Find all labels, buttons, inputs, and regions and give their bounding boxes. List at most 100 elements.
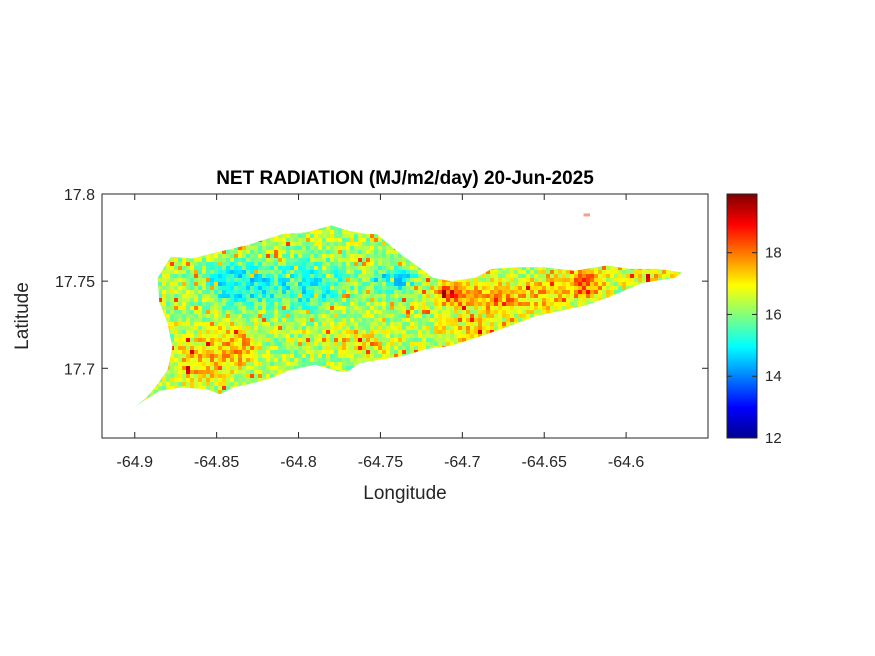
map-cell	[502, 318, 507, 323]
map-cell	[654, 278, 659, 283]
map-cell	[478, 306, 483, 311]
map-cell	[298, 342, 303, 347]
map-cell	[190, 266, 195, 271]
map-cell	[590, 270, 595, 275]
map-cell	[542, 298, 547, 303]
map-cell	[466, 334, 471, 339]
map-cell	[326, 334, 331, 339]
map-cell	[198, 322, 203, 327]
map-cell	[250, 326, 255, 331]
map-cell	[290, 258, 295, 263]
map-cell	[202, 254, 207, 259]
map-cell	[254, 266, 259, 271]
map-cell	[538, 310, 543, 315]
map-cell	[538, 274, 543, 279]
map-cell	[454, 298, 459, 303]
map-cell	[242, 270, 247, 275]
map-cell	[222, 270, 227, 275]
map-cell	[594, 274, 599, 279]
map-cell	[382, 302, 387, 307]
map-cell	[414, 346, 419, 351]
map-cell	[334, 246, 339, 251]
map-cell	[258, 270, 263, 275]
map-cell	[186, 302, 191, 307]
map-cell	[286, 294, 291, 299]
map-cell	[386, 350, 391, 355]
map-cell	[362, 334, 367, 339]
map-cell	[422, 342, 427, 347]
map-cell	[346, 298, 351, 303]
map-cell	[274, 314, 279, 319]
map-cell	[338, 342, 343, 347]
map-cell	[510, 266, 515, 271]
map-cell	[258, 302, 263, 307]
map-cell	[578, 294, 583, 299]
map-cell	[346, 266, 351, 271]
map-cell	[346, 242, 351, 247]
map-cell	[298, 330, 303, 335]
map-cell	[530, 286, 535, 291]
map-cell	[422, 302, 427, 307]
map-cell	[202, 270, 207, 275]
map-cell	[582, 278, 587, 283]
map-cell	[374, 270, 379, 275]
map-cell	[378, 310, 383, 315]
map-cell	[430, 298, 435, 303]
map-cell	[226, 302, 231, 307]
map-cell	[278, 294, 283, 299]
map-cell	[378, 306, 383, 311]
map-cell	[514, 286, 519, 291]
map-cell	[162, 302, 167, 307]
map-cell	[430, 310, 435, 315]
map-cell	[274, 286, 279, 291]
map-cell	[426, 326, 431, 331]
map-cell	[170, 258, 175, 263]
map-cell	[270, 238, 275, 243]
map-cell	[514, 274, 519, 279]
map-cell	[418, 306, 423, 311]
map-cell	[258, 354, 263, 359]
map-cell	[334, 278, 339, 283]
map-cell	[566, 302, 571, 307]
map-cell	[238, 306, 243, 311]
map-cell	[234, 306, 239, 311]
map-cell	[234, 250, 239, 255]
map-cell	[482, 282, 487, 287]
map-cell	[626, 278, 631, 283]
map-cell	[178, 266, 183, 271]
map-cell	[190, 306, 195, 311]
map-cell	[410, 334, 415, 339]
map-cell	[330, 286, 335, 291]
map-cell	[202, 354, 207, 359]
map-cell	[306, 246, 311, 251]
map-cell	[270, 330, 275, 335]
chart-title: NET RADIATION (MJ/m2/day) 20-Jun-2025	[216, 168, 594, 189]
map-cell	[286, 246, 291, 251]
map-cell	[382, 310, 387, 315]
map-cell	[522, 290, 527, 295]
map-cell	[214, 334, 219, 339]
map-cell	[226, 330, 231, 335]
map-cell	[242, 358, 247, 363]
map-cell	[358, 338, 363, 343]
map-cell	[454, 330, 459, 335]
map-cell	[366, 354, 371, 359]
map-cell	[222, 342, 227, 347]
map-cell	[182, 298, 187, 303]
map-cell	[326, 226, 331, 231]
map-cell	[366, 270, 371, 275]
map-cell	[226, 334, 231, 339]
map-cell	[394, 274, 399, 279]
map-cell	[594, 278, 599, 283]
map-cell	[334, 362, 339, 367]
map-cell	[634, 278, 639, 283]
map-cell	[346, 238, 351, 243]
map-cell	[206, 314, 211, 319]
map-cell	[178, 282, 183, 287]
map-cell	[306, 230, 311, 235]
map-cell	[342, 358, 347, 363]
map-cell	[378, 334, 383, 339]
map-cell	[314, 246, 319, 251]
map-cell	[346, 270, 351, 275]
map-cell	[482, 302, 487, 307]
